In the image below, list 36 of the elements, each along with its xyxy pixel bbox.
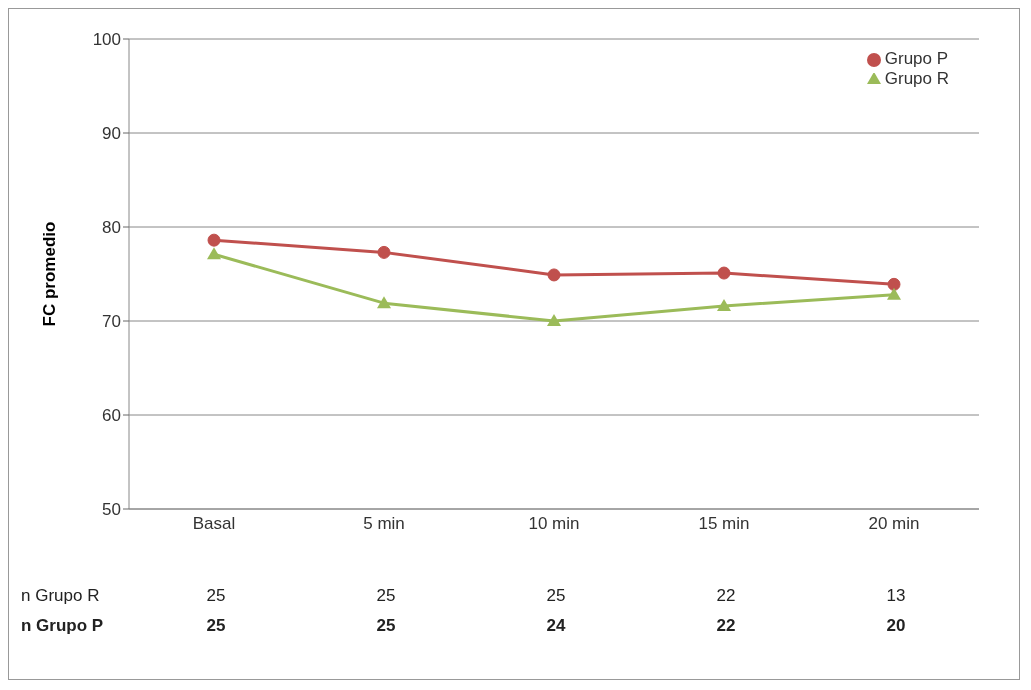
point <box>377 245 391 259</box>
x-tick-label: 20 min <box>868 514 920 534</box>
point <box>887 287 901 300</box>
y-axis-title: FC promedio <box>40 221 60 327</box>
point <box>717 298 731 311</box>
point <box>207 233 221 247</box>
text: 13 <box>885 586 907 606</box>
y-tick-label: 100 <box>92 30 121 50</box>
x-tick-label: 10 min <box>528 514 580 534</box>
text: 25 <box>205 586 227 606</box>
text: 20 <box>885 616 907 636</box>
x-tick-label: Basal <box>192 514 236 534</box>
text: 24 <box>545 616 567 636</box>
text: 25 <box>375 586 397 606</box>
point <box>207 247 221 260</box>
point <box>717 266 731 280</box>
text: 25 <box>545 586 567 606</box>
y-tick-label: 90 <box>102 124 121 144</box>
text: 25 <box>205 616 227 636</box>
point <box>547 268 561 282</box>
y-tick-label: 60 <box>102 406 121 426</box>
y-tick-label: 70 <box>102 312 121 332</box>
point <box>547 314 561 326</box>
x-tick-label: 15 min <box>698 514 750 534</box>
point <box>377 296 391 309</box>
text: 25 <box>375 616 397 636</box>
text: 22 <box>715 586 737 606</box>
y-tick-label: 50 <box>102 500 121 520</box>
text: 22 <box>715 616 737 636</box>
x-tick-label: 5 min <box>363 514 405 534</box>
legend-label: Grupo R <box>884 69 949 88</box>
text: n Grupo P <box>20 616 105 636</box>
legend-label: Grupo P <box>884 49 949 68</box>
text: n Grupo R <box>20 586 101 606</box>
point <box>887 277 901 291</box>
y-tick-label: 80 <box>102 218 121 238</box>
